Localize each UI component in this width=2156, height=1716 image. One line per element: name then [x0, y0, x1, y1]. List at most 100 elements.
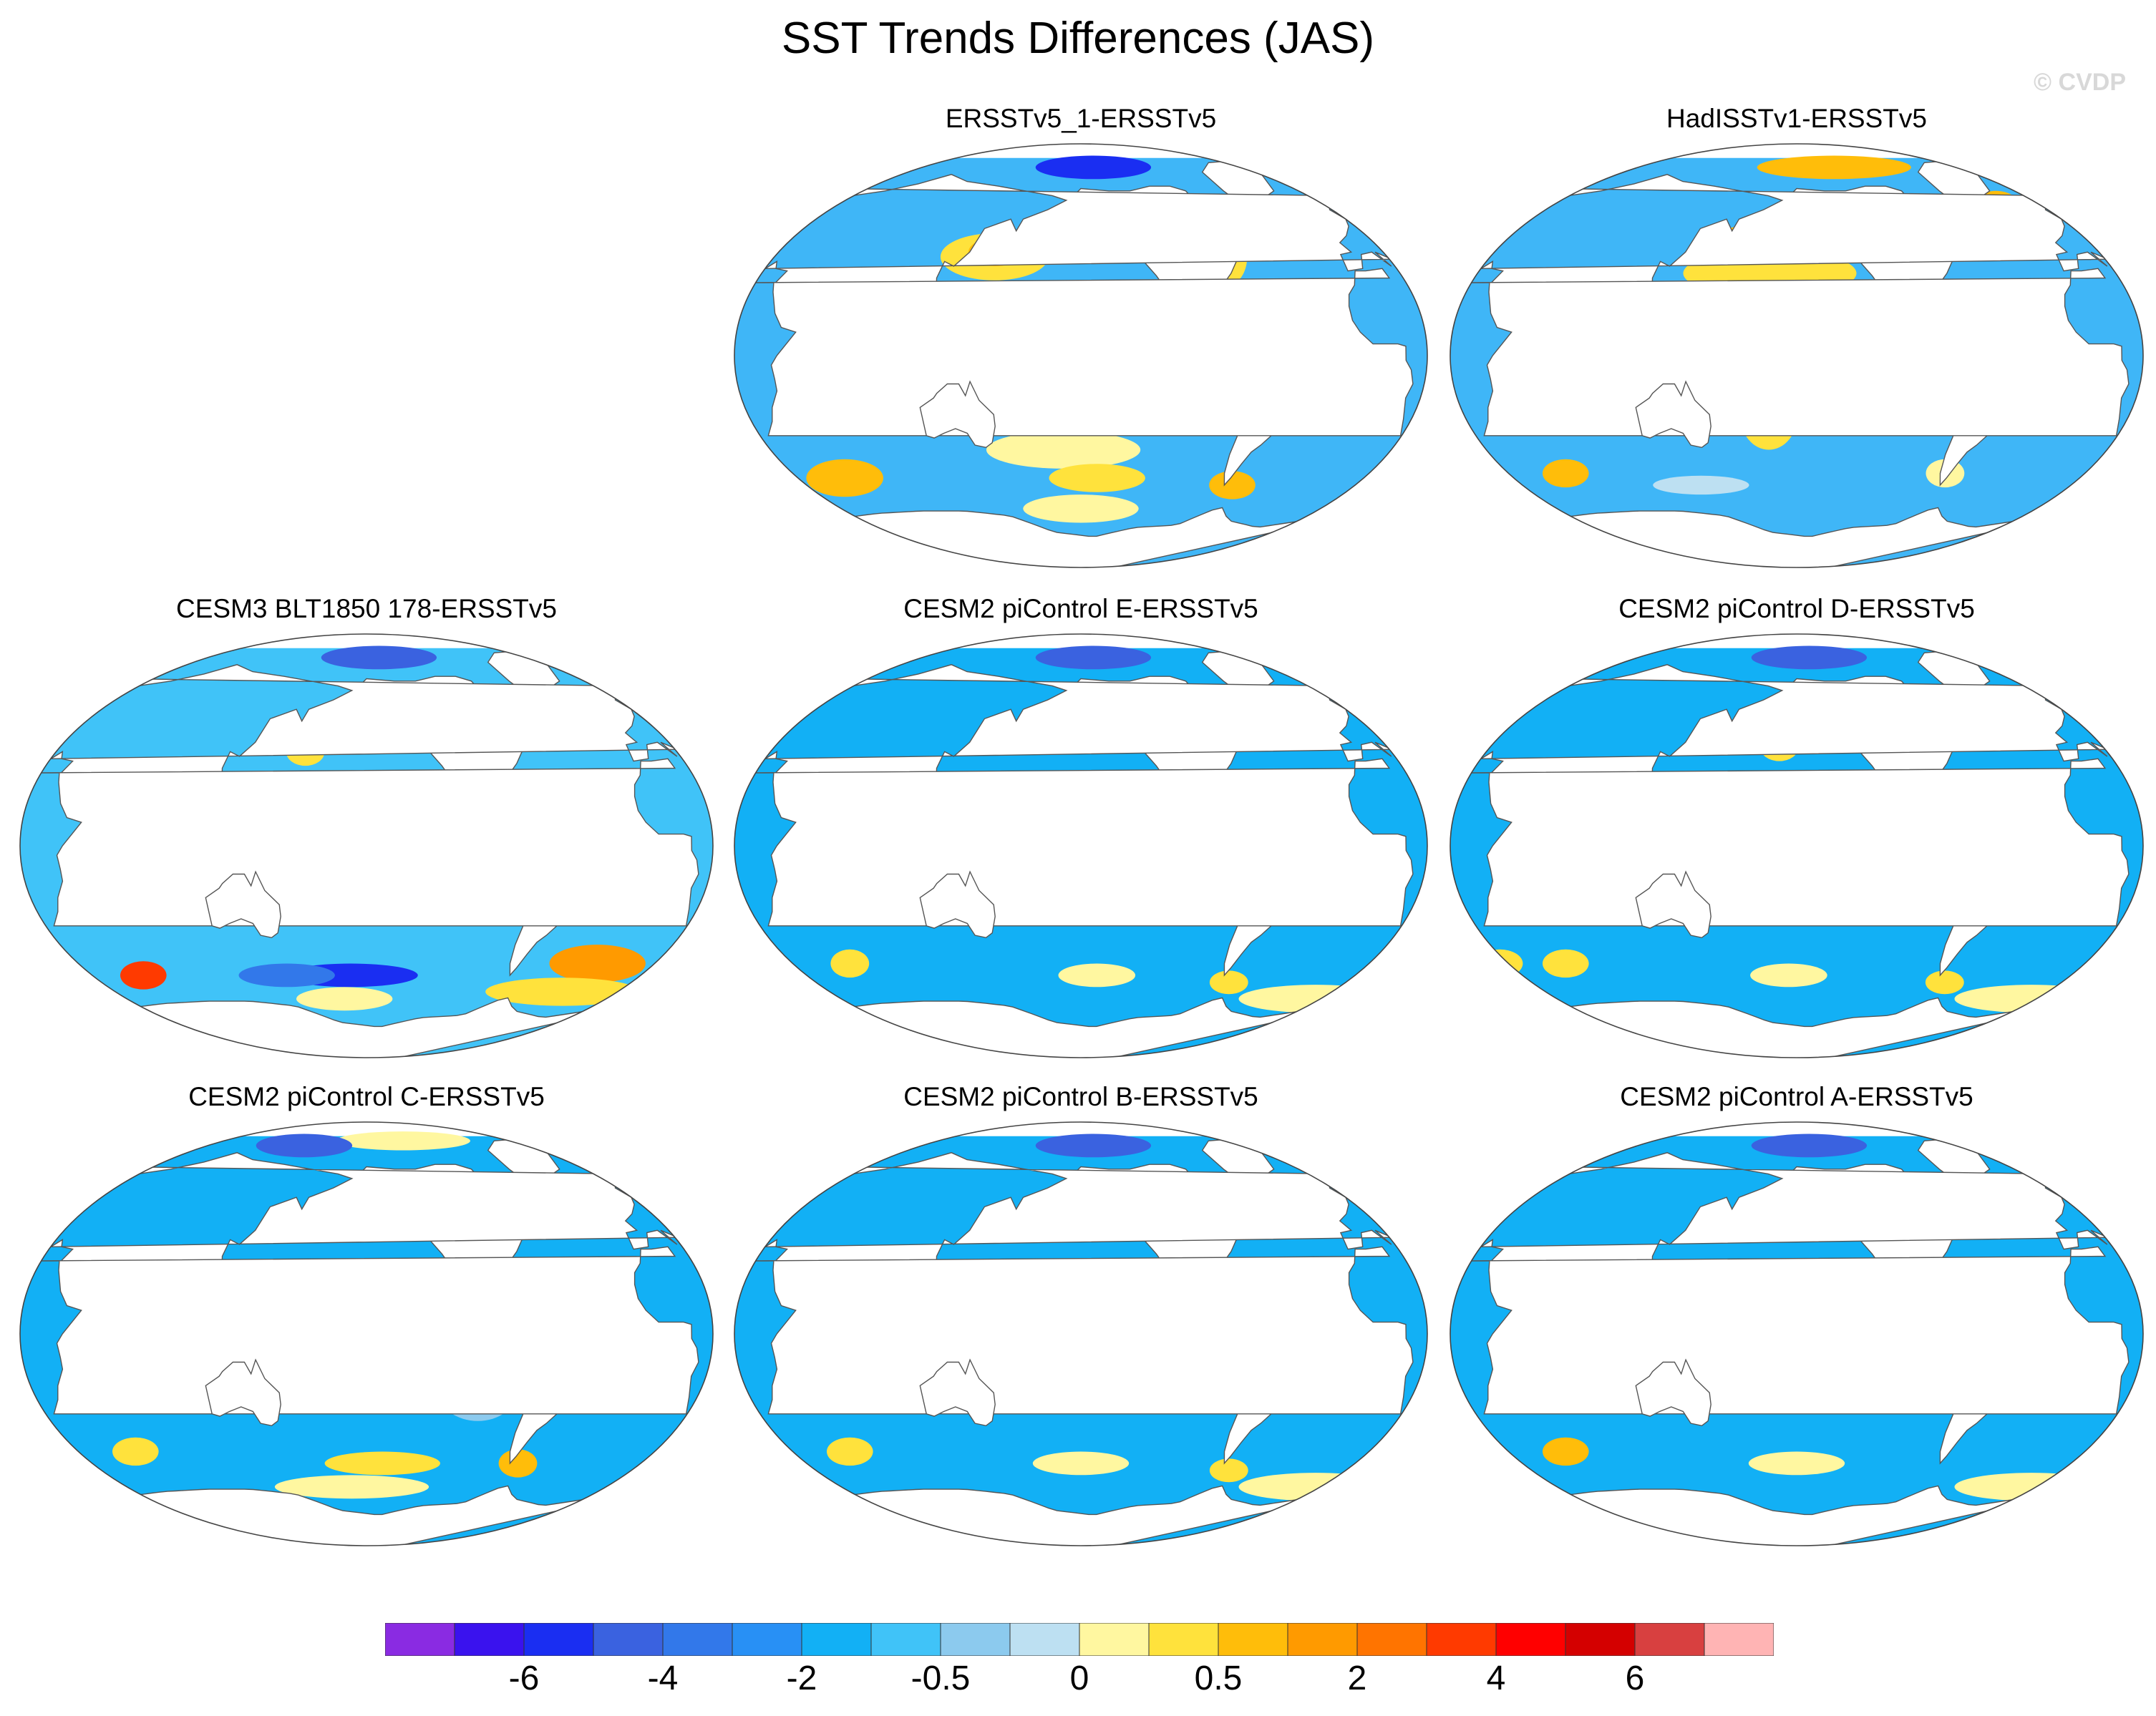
sst-anomaly: [1476, 949, 1523, 978]
sst-anomaly: [1035, 155, 1152, 180]
cvdp-watermark: © CVDP: [2034, 69, 2126, 96]
sst-anomaly: [806, 459, 883, 497]
colorbar-tick-label: 6: [1625, 1659, 1645, 1697]
map-border: [734, 1121, 1428, 1546]
land-australia: [1635, 1358, 1711, 1427]
land-australia: [919, 1358, 996, 1427]
sst-anomaly: [112, 1437, 159, 1466]
sst-anomaly: [1543, 1437, 1589, 1466]
land-africa: [1469, 758, 2130, 927]
sst-anomaly: [1954, 1473, 2109, 1501]
colorbar-box: [523, 1623, 594, 1656]
colorbar-tick-label: 0.5: [1194, 1659, 1243, 1697]
map-border: [19, 633, 714, 1058]
colorbar-box: [1565, 1623, 1636, 1656]
map-panel: CESM2 piControl B-ERSSTv5: [723, 1082, 1439, 1569]
sst-anomaly: [1058, 963, 1136, 988]
sst-anomaly: [549, 945, 646, 983]
sst-anomaly: [1543, 459, 1589, 488]
map-panel: CESM2 piControl C-ERSSTv5: [9, 1082, 724, 1569]
sst-anomaly: [1757, 155, 1911, 180]
colorbar-tick-label: -2: [786, 1659, 817, 1697]
colorbar-box: [1704, 1623, 1774, 1656]
colorbar-box: [1426, 1623, 1497, 1656]
map-border: [734, 633, 1428, 1058]
colorbar-box: [870, 1623, 941, 1656]
colorbar-box: [732, 1623, 802, 1656]
map-panel: CESM3 BLT1850 178-ERSSTv5: [9, 594, 724, 1081]
colorbar-box: [1356, 1623, 1427, 1656]
sst-anomaly: [120, 961, 167, 990]
world-map: [1450, 143, 2144, 568]
colorbar-tick-label: 0: [1069, 1659, 1089, 1697]
colorbar-box: [593, 1623, 664, 1656]
sst-anomaly: [485, 978, 640, 1006]
land-australia: [1635, 870, 1711, 939]
map-border: [1450, 633, 2144, 1058]
world-map: [19, 633, 714, 1058]
world-map: [1450, 633, 2144, 1058]
sst-anomaly: [274, 1475, 429, 1499]
sst-anomaly: [1751, 1134, 1868, 1158]
sst-anomaly: [1032, 1451, 1130, 1476]
map-panel: CESM2 piControl D-ERSSTv5: [1439, 594, 2155, 1081]
sst-anomaly: [1748, 1451, 1845, 1476]
map-border: [1450, 1121, 2144, 1546]
land-australia: [1635, 380, 1711, 449]
sst-anomaly: [324, 1451, 440, 1476]
sst-anomaly: [1035, 645, 1152, 670]
land-africa: [39, 1246, 699, 1415]
map-border: [1450, 143, 2144, 568]
sst-anomaly: [830, 949, 870, 978]
sst-anomaly: [1751, 645, 1868, 670]
colorbar-box: [385, 1623, 455, 1656]
sst-anomaly: [1925, 970, 1964, 995]
sst-anomaly: [1954, 985, 2109, 1013]
colorbar-box: [940, 1623, 1011, 1656]
sst-anomaly: [1238, 985, 1393, 1013]
map-panel: ERSSTv5_1-ERSSTv5: [723, 104, 1439, 590]
panel-title: CESM2 piControl D-ERSSTv5: [1618, 594, 1975, 623]
map-panel: HadISSTv1-ERSSTv5: [1439, 104, 2155, 590]
panel-title: HadISSTv1-ERSSTv5: [1666, 104, 1927, 133]
land-australia: [205, 870, 281, 939]
sst-anomaly: [296, 987, 393, 1011]
sst-anomaly: [256, 1134, 353, 1158]
map-panel: CESM2 piControl E-ERSSTv5: [723, 594, 1439, 1081]
figure-title: SST Trends Differences (JAS): [781, 14, 1375, 63]
panel-title: CESM2 piControl C-ERSSTv5: [188, 1082, 545, 1111]
sst-anomaly: [1209, 1458, 1248, 1483]
world-map: [1450, 1121, 2144, 1546]
land-australia: [205, 1358, 281, 1427]
world-map: [734, 143, 1428, 568]
colorbar-tick-label: 2: [1347, 1659, 1367, 1697]
sst-anomaly: [1023, 494, 1139, 523]
colorbar-box: [662, 1623, 733, 1656]
colorbar-box: [1495, 1623, 1566, 1656]
colorbar-box: [1634, 1623, 1705, 1656]
sst-anomaly: [1209, 970, 1248, 995]
sst-anomaly: [827, 1437, 873, 1466]
colorbar-box: [1079, 1623, 1150, 1656]
land-africa: [1469, 1246, 2130, 1415]
land-africa: [753, 1246, 1414, 1415]
world-map: [19, 1121, 714, 1546]
colorbar-tick-label: -0.5: [911, 1659, 971, 1697]
land-africa: [1469, 268, 2130, 437]
colorbar-box: [1218, 1623, 1288, 1656]
map-panel: CESM2 piControl A-ERSSTv5: [1439, 1082, 2155, 1569]
colorbar-box: [801, 1623, 872, 1656]
sst-anomaly: [1543, 949, 1589, 978]
map-border: [734, 143, 1428, 568]
colorbar-tick-label: -6: [508, 1659, 540, 1697]
world-map: [734, 633, 1428, 1058]
sst-anomaly: [1750, 963, 1827, 988]
sst-anomaly: [1209, 471, 1256, 499]
colorbar-tick-label: -4: [647, 1659, 679, 1697]
world-map: [734, 1121, 1428, 1546]
land-africa: [39, 758, 699, 927]
panel-title: ERSSTv5_1-ERSSTv5: [945, 104, 1217, 133]
sst-anomaly: [498, 1449, 538, 1478]
colorbar-box: [454, 1623, 525, 1656]
panel-title: CESM2 piControl E-ERSSTv5: [903, 594, 1258, 623]
